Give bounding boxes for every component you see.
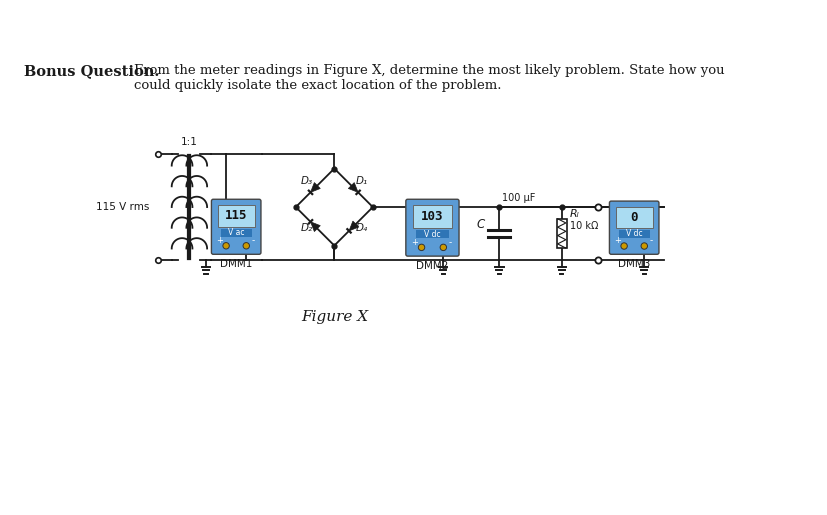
Text: -: -: [251, 236, 254, 245]
FancyBboxPatch shape: [211, 199, 261, 254]
Text: 100 μF: 100 μF: [501, 194, 535, 203]
Text: could quickly isolate the exact location of the problem.: could quickly isolate the exact location…: [134, 79, 501, 92]
Text: +: +: [216, 236, 222, 245]
Text: Rₗ: Rₗ: [569, 209, 579, 219]
Text: DMM3: DMM3: [617, 259, 649, 269]
Text: C: C: [476, 218, 484, 231]
FancyBboxPatch shape: [609, 201, 658, 254]
Text: +: +: [411, 238, 418, 247]
Circle shape: [440, 244, 446, 251]
Text: From the meter readings in Figure X, determine the most likely problem. State ho: From the meter readings in Figure X, det…: [134, 64, 724, 77]
Bar: [618, 230, 649, 237]
Text: -: -: [648, 236, 652, 246]
Text: 115 V rms: 115 V rms: [96, 202, 149, 212]
Bar: [415, 230, 449, 238]
Text: DMM2: DMM2: [416, 261, 448, 271]
Circle shape: [243, 243, 249, 249]
Polygon shape: [310, 222, 320, 232]
Text: V ac: V ac: [227, 229, 244, 237]
Text: V dc: V dc: [423, 230, 440, 238]
Text: DMM1: DMM1: [220, 259, 252, 269]
Text: D₃: D₃: [300, 176, 313, 186]
Polygon shape: [349, 221, 358, 231]
Text: 0: 0: [629, 211, 637, 224]
Text: D₁: D₁: [356, 176, 367, 186]
Text: 10 kΩ: 10 kΩ: [569, 221, 598, 231]
Circle shape: [620, 243, 627, 249]
Text: 115: 115: [225, 210, 247, 222]
Text: Bonus Question.: Bonus Question.: [24, 64, 160, 78]
Circle shape: [418, 244, 424, 251]
Circle shape: [222, 243, 229, 249]
Bar: [556, 219, 566, 248]
Text: Figure X: Figure X: [300, 310, 367, 324]
Polygon shape: [348, 183, 357, 192]
Bar: [220, 229, 251, 237]
Text: D₂: D₂: [300, 223, 313, 233]
Bar: [218, 205, 254, 227]
Bar: [412, 205, 452, 228]
Text: -: -: [448, 238, 452, 247]
FancyBboxPatch shape: [405, 199, 458, 256]
Text: 1:1: 1:1: [181, 137, 198, 147]
Bar: [615, 207, 652, 228]
Text: V dc: V dc: [625, 229, 642, 238]
Polygon shape: [310, 183, 320, 192]
Text: D₄: D₄: [356, 223, 367, 233]
Text: +: +: [614, 236, 620, 246]
Circle shape: [640, 243, 647, 249]
Text: 103: 103: [421, 210, 443, 223]
